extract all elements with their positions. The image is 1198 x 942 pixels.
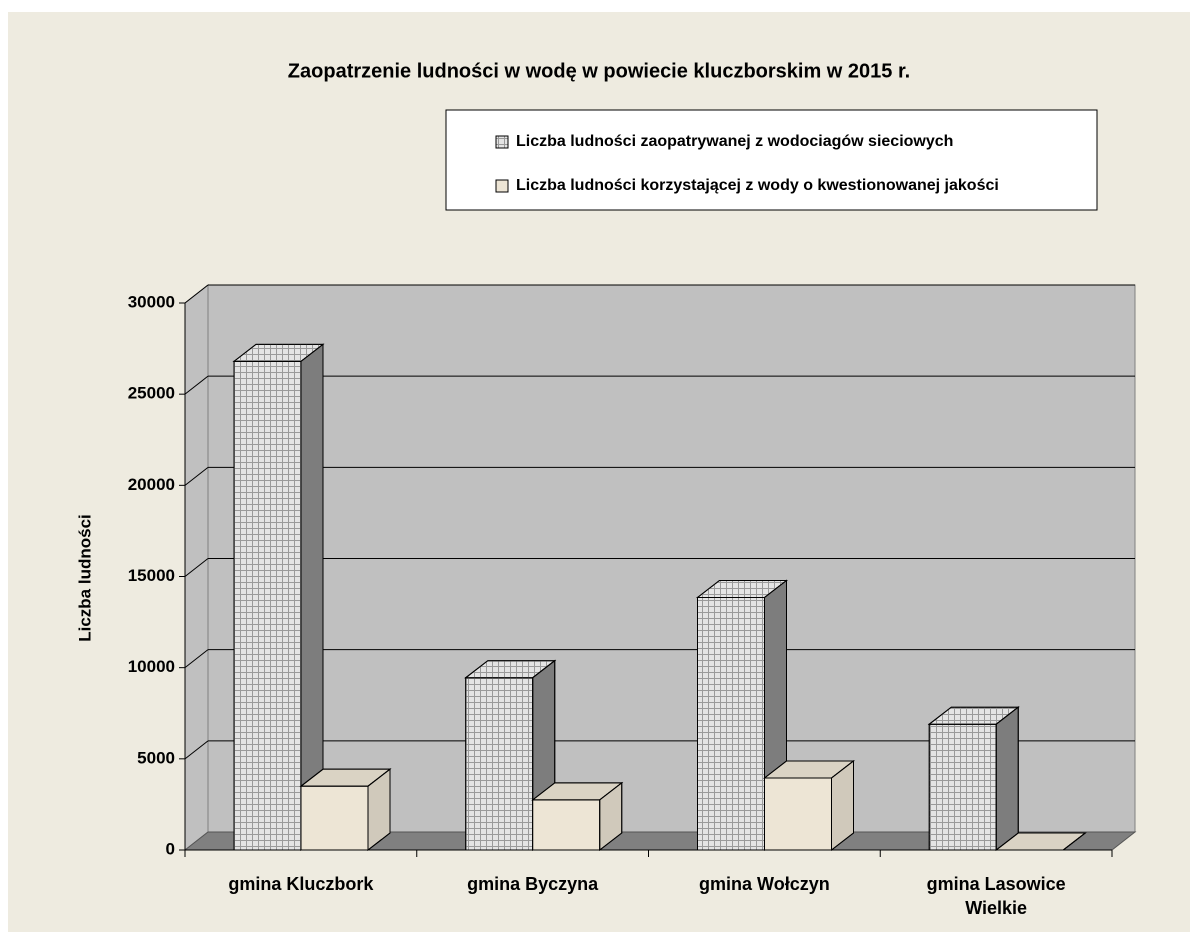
bar-side-shade — [599, 781, 623, 852]
bar — [764, 777, 832, 851]
y-tick-label: 25000 — [128, 384, 175, 403]
grid-line — [184, 375, 209, 395]
legend — [445, 109, 1098, 211]
bar-texture — [697, 596, 765, 851]
x-tick-label: gmina Kluczbork — [228, 874, 374, 894]
y-tick-label: 15000 — [128, 566, 175, 585]
bar-side-shade — [367, 768, 391, 852]
bar-side-shade — [1062, 832, 1086, 851]
legend-swatch — [495, 179, 509, 193]
legend-swatch-texture — [495, 135, 509, 149]
bar-side-shade — [831, 759, 854, 852]
grid-line — [184, 284, 209, 304]
bar-texture — [465, 677, 534, 851]
grid-line — [184, 558, 209, 577]
legend-label: Liczba ludności zaopatrywanej z wodociag… — [516, 133, 953, 150]
x-tick-label: gmina Wołczyn — [699, 874, 830, 894]
bar — [300, 785, 369, 851]
bar-texture — [233, 360, 302, 851]
bar-texture — [928, 723, 997, 851]
legend-label: Liczba ludności korzystającej z wody o k… — [516, 177, 999, 194]
y-tick-label: 0 — [166, 839, 175, 858]
y-tick-label: 10000 — [128, 657, 175, 676]
bar-side-shade — [995, 706, 1019, 852]
y-tick-label: 5000 — [137, 748, 175, 767]
x-tick-label: gmina Byczyna — [467, 874, 599, 894]
y-tick-label: 20000 — [128, 475, 175, 494]
x-tick-label: gmina Lasowice Wielkie — [926, 874, 1066, 918]
bar — [532, 799, 601, 851]
y-axis-label: Liczba ludności — [75, 514, 94, 642]
y-tick-label: 30000 — [128, 292, 175, 311]
grid-line — [184, 649, 209, 669]
chart-title: Zaopatrzenie ludności w wodę w powiecie … — [288, 60, 910, 82]
grid-line — [184, 740, 209, 760]
grid-line — [184, 466, 209, 486]
